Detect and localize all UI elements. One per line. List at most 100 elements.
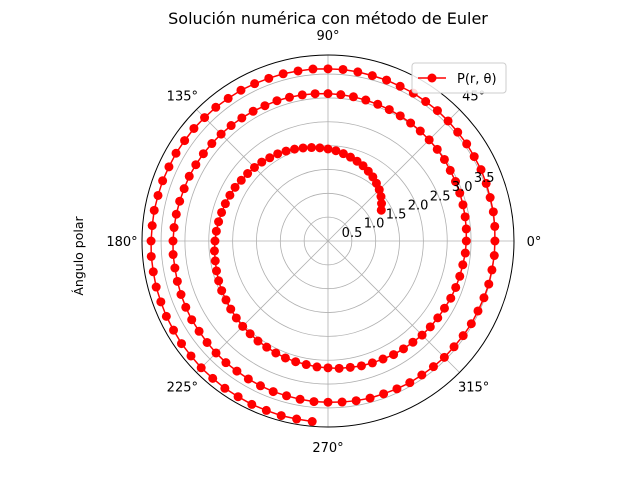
series-0-point-41 (253, 336, 263, 346)
series-0-point-54 (389, 350, 399, 360)
series-0-point-122 (351, 396, 361, 406)
series-0-point-68 (460, 212, 470, 222)
series-0-point-139 (490, 221, 500, 231)
series-0-point-97 (184, 171, 194, 181)
series-0-point-70 (455, 188, 465, 198)
series-0-point-10 (338, 149, 348, 159)
series-0-point-88 (272, 96, 282, 106)
series-0-point-44 (280, 353, 290, 363)
series-0-point-127 (417, 370, 427, 380)
series-0-point-82 (348, 92, 358, 102)
series-0-point-171 (153, 190, 163, 200)
legend-marker (427, 73, 437, 83)
r-tick-label-3: 2.0 (408, 198, 429, 213)
series-0-point-31 (209, 246, 219, 256)
series-0-point-45 (291, 357, 301, 367)
legend-label-series-1: P(r, θ) (457, 72, 497, 87)
series-0-point-30 (210, 236, 220, 246)
r-tick-label-4: 2.5 (430, 189, 451, 204)
series-0-point-67 (461, 224, 471, 234)
theta-tick-label-2: 90° (316, 29, 339, 44)
series-0-point-50 (345, 362, 355, 372)
series-0-point-153 (367, 71, 377, 81)
series-0-point-42 (262, 342, 272, 352)
series-0-point-52 (367, 358, 377, 368)
series-0-point-98 (179, 184, 189, 194)
series-0-point-36 (221, 295, 231, 305)
series-0-point-12 (323, 144, 333, 154)
series-0-point-34 (214, 276, 224, 286)
series-0-point-141 (485, 193, 495, 203)
series-0-point-163 (223, 93, 233, 103)
series-0-point-128 (428, 362, 438, 372)
series-0-point-120 (323, 397, 333, 407)
series-0-point-65 (460, 248, 470, 258)
series-0-point-110 (202, 337, 212, 347)
series-0-point-174 (146, 236, 156, 246)
series-0-point-180 (169, 325, 179, 335)
series-0-point-105 (172, 276, 182, 286)
legend-box (411, 62, 507, 94)
series-0-point-125 (392, 384, 402, 394)
series-0-point-89 (260, 101, 270, 111)
series-0-point-191 (307, 417, 317, 427)
r-tick-label-0: 0.5 (342, 226, 363, 241)
series-0-point-145 (462, 139, 472, 149)
series-0-point-53 (378, 354, 388, 364)
series-0-point-148 (432, 106, 442, 116)
series-0-point-183 (196, 363, 206, 373)
series-0-point-20 (257, 157, 267, 167)
theta-tick-label-3: 135° (167, 89, 198, 104)
series-0-point-116 (268, 387, 278, 397)
y-axis-label: Ángulo polar (71, 216, 86, 296)
series-0-point-137 (489, 251, 499, 261)
series-0-point-151 (395, 81, 405, 91)
series-0-point-165 (200, 113, 210, 123)
series-0-point-169 (164, 162, 174, 172)
series-0-point-158 (293, 66, 303, 76)
series-0-point-115 (255, 381, 265, 391)
series-0-point-11 (331, 146, 341, 156)
series-0-point-73 (439, 154, 449, 164)
series-0-point-58 (425, 322, 435, 332)
series-0-point-155 (338, 64, 348, 74)
series-0-point-179 (161, 311, 171, 321)
series-0-point-37 (226, 304, 236, 314)
series-0-point-92 (226, 121, 236, 131)
series-0-point-62 (451, 282, 461, 292)
series-0-point-188 (261, 405, 271, 415)
series-0-point-132 (466, 319, 476, 329)
series-0-point-173 (147, 221, 157, 231)
series-0-point-102 (168, 236, 178, 246)
series-0-point-81 (361, 95, 371, 105)
series-0-point-185 (220, 383, 230, 393)
series-0-point-85 (310, 89, 320, 99)
series-0-point-103 (168, 250, 178, 260)
series-0-point-71 (451, 177, 461, 187)
series-0-point-117 (282, 391, 292, 401)
series-0-point-76 (415, 126, 425, 136)
r-tick-labels: 0.51.01.52.02.53.03.5 (342, 171, 495, 241)
series-0-point-19 (265, 153, 275, 163)
series-0-point-181 (177, 339, 186, 349)
theta-tick-label-7: 315° (458, 381, 489, 396)
series-0-point-186 (233, 392, 243, 402)
series-0-point-1 (377, 199, 387, 209)
series-0-point-140 (488, 207, 498, 217)
series-0-point-154 (353, 67, 363, 77)
series-0-point-2 (376, 192, 386, 202)
series-0-point-29 (211, 226, 221, 236)
series-0-point-159 (278, 69, 288, 79)
series-0-point-72 (445, 165, 455, 175)
series-0-point-178 (156, 297, 166, 307)
series-0-point-47 (312, 362, 322, 372)
series-0-point-143 (476, 165, 486, 175)
series-0-point-109 (194, 326, 204, 336)
series-0-point-93 (216, 129, 226, 139)
series-0-point-170 (158, 176, 168, 186)
series-layer (146, 64, 500, 427)
series-0-point-172 (149, 205, 159, 215)
series-0-point-77 (406, 118, 416, 128)
theta-tick-label-4: 180° (106, 235, 137, 250)
series-0-point-118 (295, 394, 305, 404)
